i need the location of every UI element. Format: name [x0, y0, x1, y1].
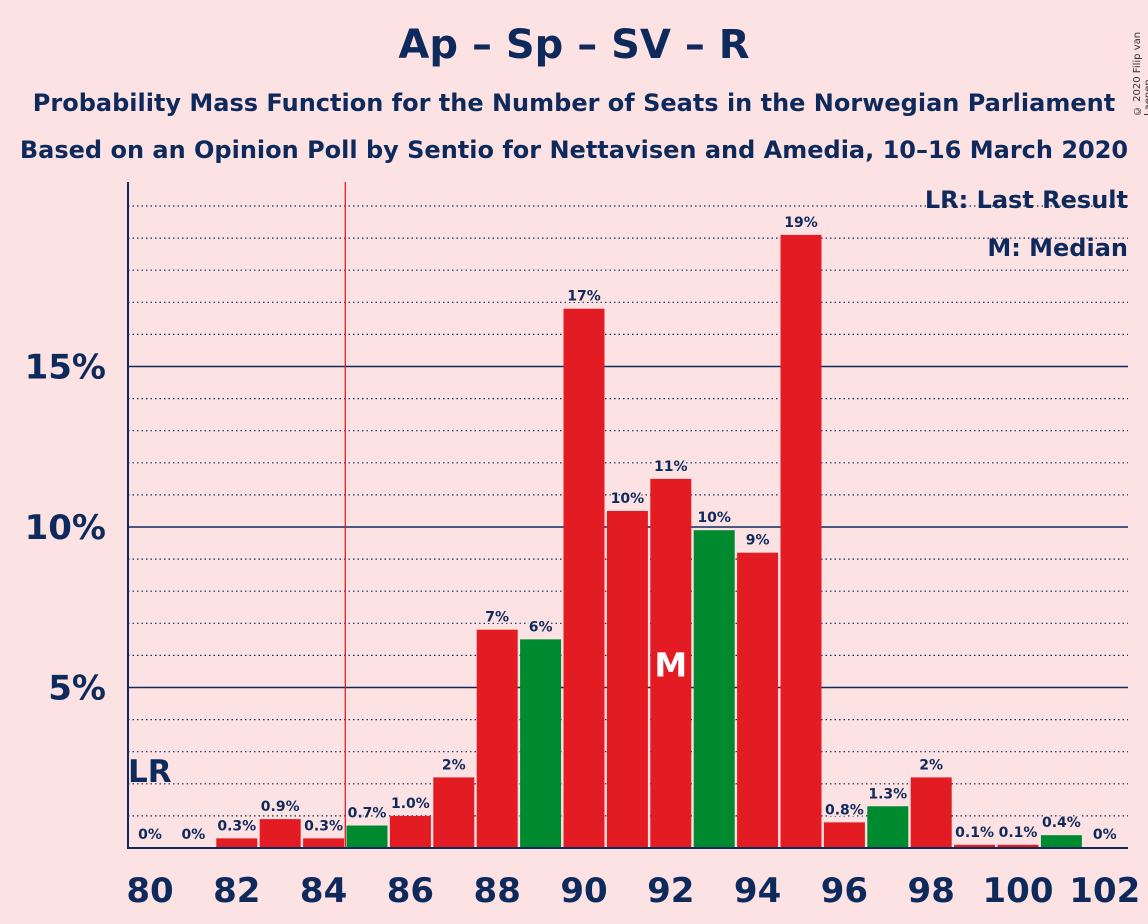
bar-value-label: 17% — [567, 289, 601, 305]
bar-value-label: 10% — [697, 510, 731, 526]
y-tick-label: 10% — [25, 508, 106, 548]
bar — [1040, 835, 1082, 848]
bar-value-label: 19% — [784, 215, 818, 231]
x-tick-label: 88 — [474, 871, 521, 911]
bar-value-label: 1.0% — [391, 796, 430, 812]
x-tick-label: 102 — [1069, 871, 1140, 911]
x-tick-label: 98 — [908, 871, 955, 911]
x-tick-label: 92 — [647, 871, 694, 911]
bar-value-label: 10% — [611, 491, 645, 507]
bar — [780, 234, 822, 848]
bar — [346, 825, 388, 848]
bar-value-label: 2% — [442, 757, 466, 773]
y-tick-label: 5% — [48, 669, 106, 709]
bar — [433, 777, 475, 848]
bar-value-label: 11% — [654, 459, 688, 475]
bar — [520, 639, 562, 848]
x-tick-label: 86 — [387, 871, 434, 911]
bar — [823, 822, 865, 848]
bar-value-label: 2% — [919, 757, 943, 773]
x-tick-label: 90 — [560, 871, 607, 911]
bar-value-label: 0% — [138, 827, 162, 843]
bar — [606, 510, 648, 848]
bar — [563, 308, 605, 849]
bar — [259, 819, 301, 848]
x-tick-label: 94 — [734, 871, 781, 911]
bar — [910, 777, 952, 848]
y-tick-label: 15% — [25, 348, 106, 388]
bar — [737, 552, 779, 848]
bar-value-label: 7% — [485, 610, 509, 626]
chart-subtitle-1: Probability Mass Function for the Number… — [32, 89, 1116, 117]
bar-value-label: 0.4% — [1042, 815, 1081, 831]
bar — [997, 844, 1039, 848]
bar — [389, 815, 431, 848]
bar-value-label: 0% — [1093, 827, 1117, 843]
x-tick-label: 100 — [983, 871, 1054, 911]
bar — [867, 806, 909, 848]
x-tick-label: 80 — [126, 871, 173, 911]
bar-value-label: 0.8% — [825, 802, 864, 818]
median-marker: M — [654, 645, 687, 684]
bar-value-label: 0.3% — [304, 818, 343, 834]
bar — [650, 478, 692, 848]
last-result-marker: LR — [128, 754, 172, 790]
x-tick-label: 82 — [213, 871, 260, 911]
bar-value-label: 0.1% — [999, 825, 1038, 841]
bar-value-label: 0.1% — [955, 825, 994, 841]
x-tick-label: 96 — [821, 871, 868, 911]
bar — [693, 530, 735, 848]
bar — [954, 844, 996, 848]
bar — [476, 629, 518, 848]
bar-value-label: 0.7% — [348, 806, 387, 822]
bar-value-label: 1.3% — [868, 786, 907, 802]
bar-value-label: 6% — [529, 619, 553, 635]
bar-value-label: 0.3% — [217, 818, 256, 834]
bar — [216, 838, 258, 848]
legend-last-result: LR: Last Result — [924, 186, 1128, 214]
bar — [303, 838, 345, 848]
x-tick-label: 84 — [300, 871, 347, 911]
chart-subtitle-2: Based on an Opinion Poll by Sentio for N… — [19, 136, 1129, 164]
bar-value-label: 0.9% — [261, 799, 300, 815]
bar-value-label: 9% — [746, 533, 770, 549]
chart-title: Ap – Sp – SV – R — [398, 22, 750, 68]
bar-value-label: 0% — [182, 827, 206, 843]
